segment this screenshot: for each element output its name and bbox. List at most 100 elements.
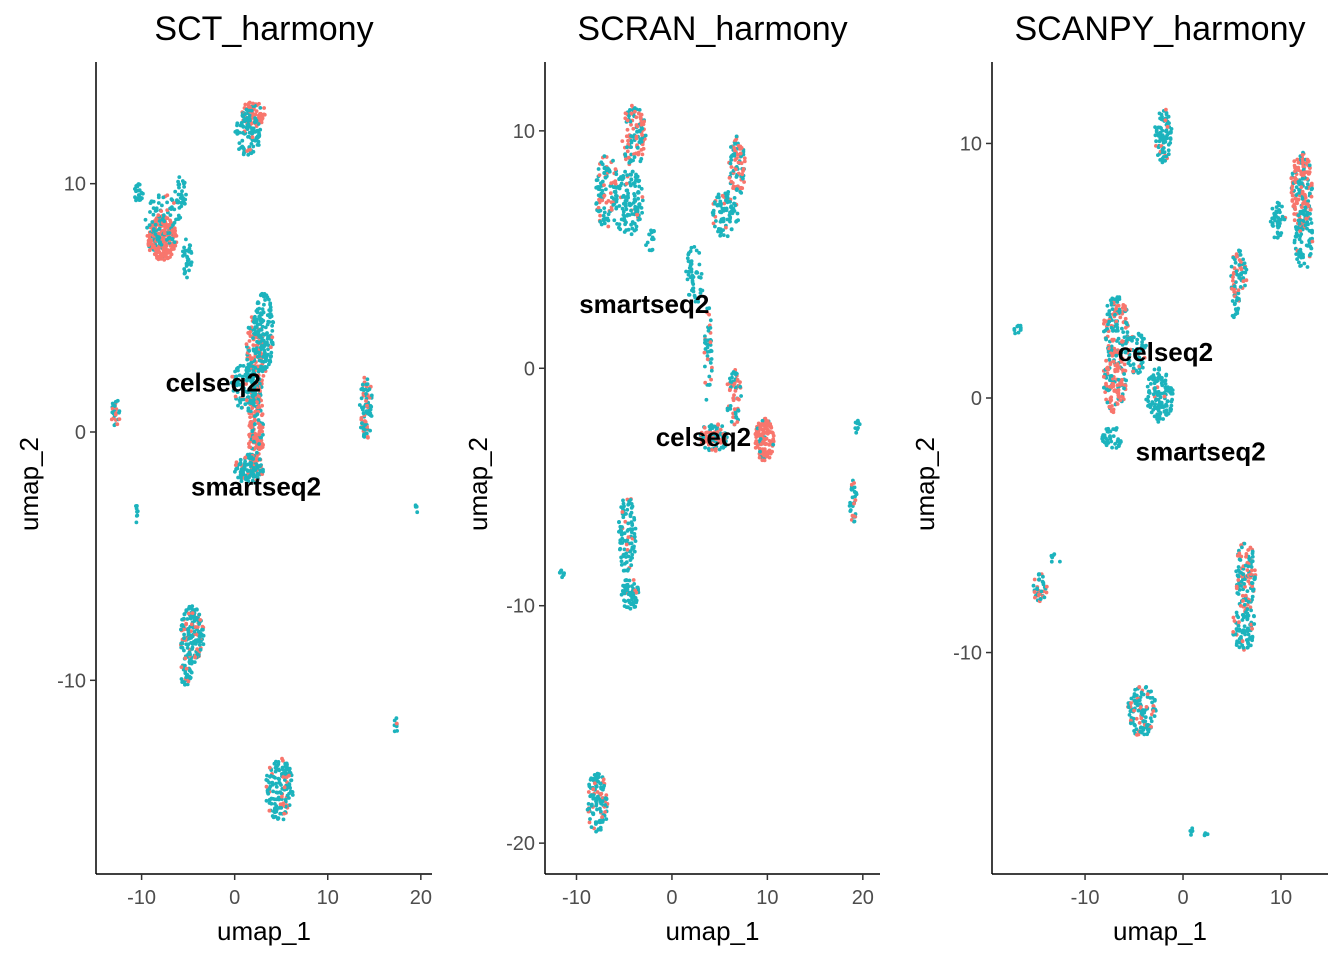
point-smartseq2 (618, 547, 622, 552)
point-celseq2 (711, 221, 716, 226)
point-smartseq2 (697, 275, 701, 279)
point-smartseq2 (249, 461, 254, 465)
point-celseq2 (248, 445, 253, 449)
point-smartseq2 (1163, 138, 1167, 142)
x-tick-label: -10 (1071, 887, 1100, 909)
point-smartseq2 (1168, 130, 1173, 135)
point-smartseq2 (713, 201, 717, 206)
point-celseq2 (721, 432, 726, 436)
point-smartseq2 (1133, 687, 1137, 692)
point-smartseq2 (1243, 563, 1248, 568)
point-celseq2 (184, 622, 188, 627)
point-celseq2 (1110, 337, 1115, 342)
point-celseq2 (626, 155, 631, 160)
point-smartseq2 (633, 184, 638, 189)
point-smartseq2 (251, 368, 256, 373)
point-smartseq2 (260, 336, 264, 340)
point-smartseq2 (1253, 575, 1257, 580)
point-smartseq2 (1116, 377, 1121, 382)
point-celseq2 (161, 240, 166, 244)
point-celseq2 (771, 437, 776, 442)
point-smartseq2 (640, 210, 644, 215)
point-smartseq2 (266, 352, 270, 357)
point-celseq2 (1303, 193, 1307, 198)
point-smartseq2 (253, 116, 257, 120)
point-celseq2 (254, 109, 259, 113)
point-celseq2 (1109, 395, 1114, 400)
point-smartseq2 (259, 292, 264, 297)
point-smartseq2 (262, 302, 266, 307)
point-smartseq2 (1038, 597, 1043, 601)
point-smartseq2 (238, 462, 243, 466)
point-smartseq2 (271, 789, 275, 794)
point-smartseq2 (599, 809, 603, 814)
y-tick-label: 10 (513, 121, 535, 143)
point-smartseq2 (1297, 188, 1301, 192)
x-tick-label: -10 (562, 887, 591, 909)
point-celseq2 (1118, 398, 1123, 402)
point-smartseq2 (1189, 830, 1194, 834)
point-celseq2 (1296, 160, 1301, 165)
point-celseq2 (640, 133, 644, 137)
point-smartseq2 (1296, 225, 1300, 230)
point-smartseq2 (617, 186, 622, 191)
point-smartseq2 (238, 382, 242, 387)
point-celseq2 (637, 111, 641, 116)
point-smartseq2 (716, 229, 720, 234)
point-smartseq2 (1165, 399, 1170, 404)
point-smartseq2 (253, 389, 258, 393)
point-smartseq2 (637, 184, 642, 189)
point-smartseq2 (617, 225, 621, 230)
point-celseq2 (159, 209, 164, 214)
point-celseq2 (715, 430, 720, 434)
point-smartseq2 (258, 106, 263, 110)
point-celseq2 (1103, 390, 1108, 394)
point-smartseq2 (1131, 362, 1136, 366)
point-smartseq2 (182, 245, 187, 250)
point-smartseq2 (256, 139, 261, 144)
point-smartseq2 (614, 172, 619, 177)
point-smartseq2 (629, 530, 634, 535)
point-smartseq2 (686, 272, 691, 277)
point-smartseq2 (182, 636, 186, 641)
point-celseq2 (165, 193, 170, 198)
point-celseq2 (762, 458, 767, 463)
point-celseq2 (1139, 716, 1144, 721)
point-celseq2 (1301, 164, 1306, 169)
point-smartseq2 (1170, 388, 1175, 392)
point-smartseq2 (1143, 719, 1148, 724)
point-celseq2 (152, 244, 156, 249)
point-celseq2 (1240, 593, 1245, 598)
point-smartseq2 (1229, 264, 1234, 269)
point-smartseq2 (596, 796, 601, 801)
point-smartseq2 (256, 122, 261, 126)
point-smartseq2 (1237, 249, 1242, 254)
point-celseq2 (1120, 306, 1125, 310)
point-smartseq2 (153, 232, 158, 236)
point-celseq2 (259, 438, 264, 443)
point-smartseq2 (602, 783, 606, 788)
point-smartseq2 (632, 582, 637, 586)
point-smartseq2 (188, 616, 193, 621)
point-smartseq2 (250, 429, 255, 434)
point-smartseq2 (267, 320, 272, 324)
point-celseq2 (1231, 275, 1235, 280)
point-smartseq2 (719, 202, 723, 206)
point-smartseq2 (1115, 295, 1120, 300)
point-smartseq2 (631, 590, 635, 595)
point-smartseq2 (1135, 337, 1140, 342)
point-smartseq2 (687, 292, 691, 297)
point-smartseq2 (1304, 243, 1309, 248)
point-celseq2 (1115, 363, 1120, 368)
point-smartseq2 (250, 128, 255, 133)
point-smartseq2 (415, 510, 420, 515)
point-smartseq2 (246, 152, 251, 157)
point-celseq2 (1245, 568, 1250, 572)
point-celseq2 (731, 186, 735, 191)
x-tick-label: 0 (229, 887, 240, 909)
point-smartseq2 (686, 252, 691, 257)
point-smartseq2 (157, 226, 162, 231)
point-smartseq2 (243, 372, 248, 377)
point-smartseq2 (690, 288, 694, 293)
point-celseq2 (722, 436, 727, 441)
